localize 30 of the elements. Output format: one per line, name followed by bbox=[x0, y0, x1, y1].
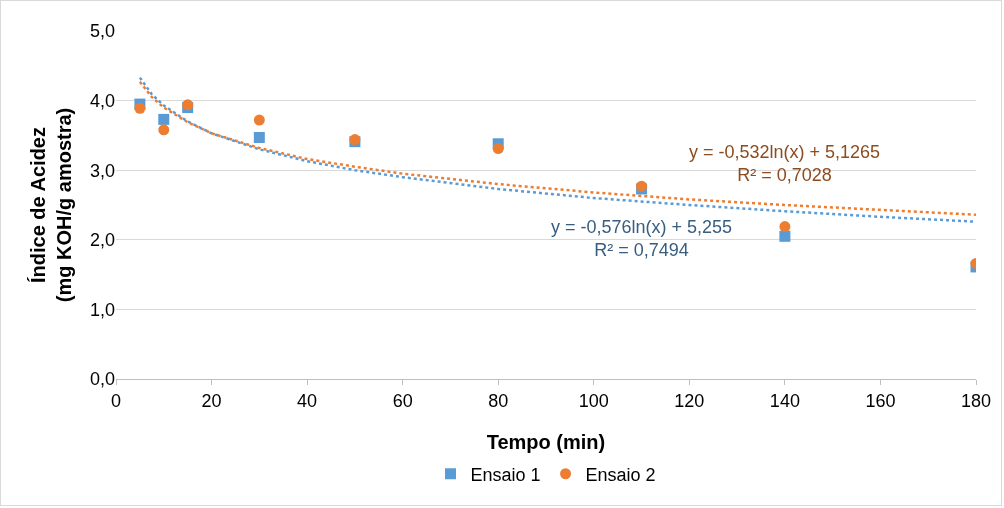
legend-label: Ensaio 2 bbox=[585, 464, 656, 485]
x-axis-title: Tempo (min) bbox=[486, 431, 606, 453]
y-tick-label: 5,0 bbox=[89, 21, 115, 42]
point bbox=[158, 124, 170, 136]
x-tick-label: 80 bbox=[488, 390, 509, 411]
legend-label: Ensaio 1 bbox=[470, 464, 541, 485]
y-tick-label: 2,0 bbox=[89, 230, 115, 251]
annotation: y = -0,532ln(x) + 5,1265 R² = 0,7028 bbox=[689, 142, 881, 186]
x-tick-label: 140 bbox=[769, 390, 800, 411]
y-axis-title: Índice de Acidez (mg KOH/g amostra) bbox=[27, 107, 76, 303]
y-tick-label: 4,0 bbox=[89, 90, 115, 111]
point bbox=[158, 113, 170, 125]
point bbox=[492, 143, 504, 155]
y-tick-label: 0,0 bbox=[89, 369, 115, 390]
x-tick-label: 40 bbox=[297, 390, 318, 411]
x-tick-label: 180 bbox=[960, 390, 992, 411]
annotation: y = -0,576ln(x) + 5,255 R² = 0,7494 bbox=[551, 217, 733, 261]
x-tick-label: 160 bbox=[865, 390, 896, 411]
y-tick-label: 1,0 bbox=[89, 299, 115, 320]
point bbox=[134, 102, 146, 114]
y-tick-label: 3,0 bbox=[89, 160, 115, 181]
x-tick-label: 60 bbox=[392, 390, 413, 411]
x-tick-label: 100 bbox=[578, 390, 609, 411]
point bbox=[779, 230, 791, 242]
point bbox=[779, 221, 791, 233]
x-tick-label: 120 bbox=[674, 390, 705, 411]
point bbox=[253, 131, 265, 143]
x-tick-label: 20 bbox=[201, 390, 222, 411]
point bbox=[253, 114, 265, 126]
x-tick-label: 0 bbox=[110, 390, 122, 411]
